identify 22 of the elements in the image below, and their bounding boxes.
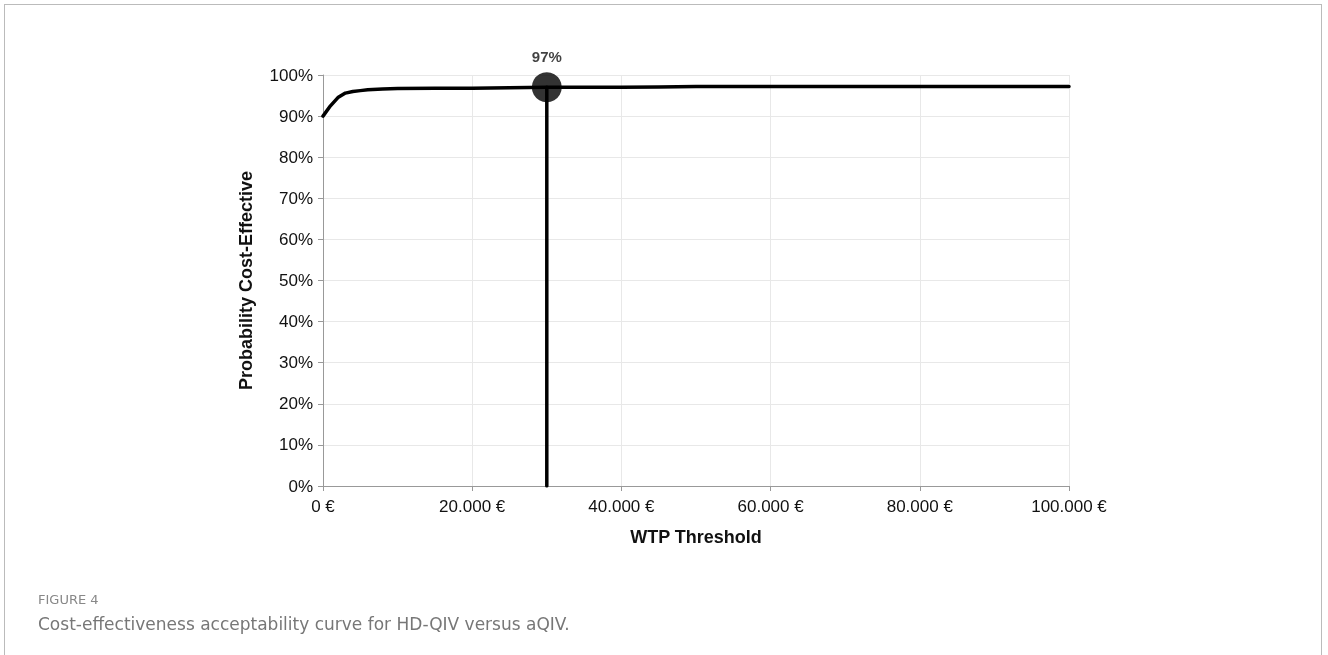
y-tick-label: 60% xyxy=(278,229,313,249)
y-tick-label: 20% xyxy=(278,394,313,414)
x-tick-label: 80.000 € xyxy=(886,497,954,516)
caption: FIGURE 4 xyxy=(38,592,99,607)
x-axis-title: WTP Threshold xyxy=(630,527,762,547)
y-tick-label: 40% xyxy=(278,312,313,332)
y-tick-label: 70% xyxy=(278,188,313,208)
y-tick-label: 90% xyxy=(278,106,313,126)
x-tick-label: 20.000 € xyxy=(439,497,506,516)
y-tick-label: 10% xyxy=(278,435,313,455)
y-axis-title: Probability Cost-Effective xyxy=(236,170,256,391)
y-tick-label: 0% xyxy=(288,476,313,496)
x-tick-label: 40.000 € xyxy=(588,497,656,516)
x-tick-label: 60.000 € xyxy=(737,497,805,516)
text: Cost-effectiveness acceptability curve for HD-QIV versus aQIV. xyxy=(38,613,570,634)
y-tick-label: 50% xyxy=(278,271,313,290)
data-label: 97% xyxy=(531,48,562,66)
y-tick-label: 80% xyxy=(278,147,313,167)
y-tick-label: 30% xyxy=(278,353,313,373)
x-tick-label: 0 € xyxy=(311,497,336,516)
y-tick-label: 100% xyxy=(269,65,313,85)
x-tick-label: 100.000 € xyxy=(1031,497,1108,516)
